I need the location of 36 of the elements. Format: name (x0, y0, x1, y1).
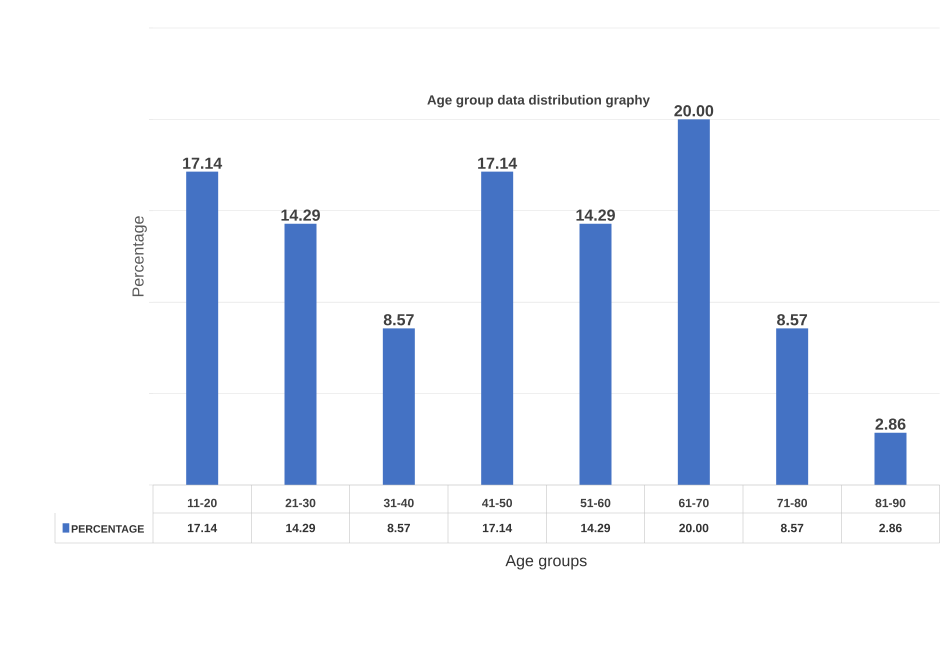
y-axis-title: Percentage (132, 216, 147, 296)
x-axis-title: Age groups (505, 555, 587, 570)
data-label: 2.86 (879, 524, 902, 532)
x-tick-label: 61-70 (678, 498, 709, 508)
x-tick-label: 41-50 (482, 498, 512, 508)
x-tick-label: 21-30 (286, 498, 316, 508)
x-tick-label: 71-80 (777, 498, 808, 508)
text: 8.57 (777, 314, 808, 326)
bar (678, 119, 710, 485)
data-label: 14.29 (286, 524, 316, 532)
x-tick-label: 11-20 (188, 498, 217, 508)
bar (580, 224, 612, 485)
bar (874, 432, 906, 485)
bar (382, 328, 415, 485)
data-label: 14.29 (581, 524, 610, 532)
x-tick-label: 81-90 (876, 498, 906, 508)
text: 17.14 (478, 158, 518, 169)
data-label: 17.14 (482, 524, 512, 532)
data-label: 17.14 (188, 524, 218, 532)
data-label: 8.57 (388, 524, 410, 532)
x-tick-label: 51-60 (580, 498, 610, 508)
text: 20.00 (674, 105, 714, 116)
data-label: 20.00 (679, 524, 708, 532)
text: 8.57 (384, 314, 414, 326)
text: Age group data distribution graphy (427, 94, 650, 108)
bar (776, 328, 808, 485)
text: 2.86 (875, 418, 906, 430)
text: 17.14 (183, 158, 222, 169)
bar (284, 224, 317, 485)
text: 14.29 (576, 210, 615, 221)
bar (186, 172, 218, 485)
text: 14.29 (281, 210, 320, 221)
x-tick-label: 31-40 (384, 498, 414, 508)
legend-label: PERCENTAGE (72, 525, 144, 533)
data-label: 8.57 (780, 524, 804, 532)
bar (481, 172, 514, 485)
